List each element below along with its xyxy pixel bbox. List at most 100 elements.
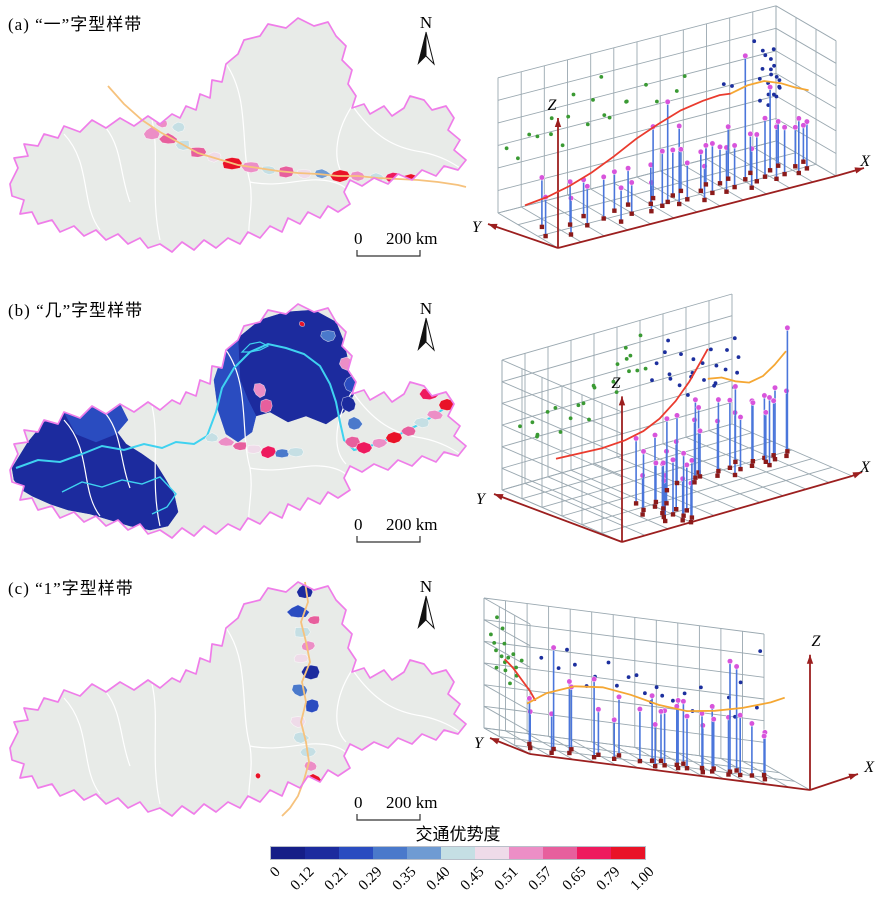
stems <box>633 324 791 525</box>
transect-line <box>281 581 311 817</box>
legend-tick-label: 0.12 <box>287 864 318 894</box>
county-patch <box>287 447 305 458</box>
county-patch <box>371 438 388 449</box>
fit-curve-orange <box>526 685 785 713</box>
legend-tick-label: 0.40 <box>423 864 454 894</box>
north-label: N <box>420 577 432 596</box>
map-b-content <box>9 303 467 539</box>
legend-tick-label: 0.35 <box>389 864 420 894</box>
scatter-navy-points <box>650 336 741 397</box>
fit-curve-red <box>524 92 731 207</box>
scatter-navy-points <box>721 39 782 107</box>
county-patch <box>347 416 363 431</box>
scatter-green-points <box>518 333 648 439</box>
fit-curve-red <box>504 658 537 702</box>
county-patch <box>158 132 178 145</box>
county-patch <box>171 121 186 133</box>
scalebar-bracket <box>356 814 421 821</box>
county-patch <box>260 445 277 459</box>
county-patch <box>307 615 320 625</box>
scalebar-distance: 200 km <box>386 793 437 812</box>
map-panel-a: N 0 200 km <box>9 13 467 257</box>
z-axis-label: Z <box>812 633 822 650</box>
axes-3d <box>493 396 863 543</box>
y-axis-label: Y <box>472 219 483 236</box>
axes-3d <box>489 654 859 791</box>
county-patch <box>339 356 357 371</box>
scalebar-bracket <box>356 250 421 257</box>
legend-color-segment <box>373 847 407 859</box>
county-patch <box>320 330 336 343</box>
z-axis-label: Z <box>548 97 558 114</box>
county-patch <box>308 794 323 807</box>
colored-region <box>213 337 257 443</box>
legend-colorbar <box>270 846 646 860</box>
county-patch <box>400 425 417 437</box>
county-patch <box>232 441 247 451</box>
grid-3d <box>483 597 811 791</box>
county-patch <box>426 409 444 421</box>
legend-tick-label: 1.00 <box>627 864 658 894</box>
legend-color-segment <box>611 847 645 859</box>
county-patch <box>413 417 430 429</box>
panel-b-label: (b) “几”字型样带 <box>8 301 144 320</box>
plot3d-b-content <box>493 293 863 543</box>
legend-tick-label: 0.65 <box>559 864 590 894</box>
county-patch <box>340 395 357 413</box>
river-branch <box>61 476 177 515</box>
legend-color-segment <box>577 847 611 859</box>
county-patch <box>217 436 235 447</box>
x-axis-label: X <box>863 759 875 776</box>
county-patch <box>253 383 267 398</box>
scalebar-distance: 200 km <box>386 229 437 248</box>
map-c-content <box>9 581 467 817</box>
county-patch <box>385 431 403 444</box>
fit-curve-orange <box>707 350 787 384</box>
z-axis-label: Z <box>612 375 622 392</box>
legend-tick-label: 0.21 <box>321 864 352 894</box>
plot3d-panel-b: X Y Z <box>476 293 871 543</box>
plot3d-panel-c: X Y Z <box>474 597 875 791</box>
map-panel-b: N 0 200 km <box>9 299 467 543</box>
y-axis-label: Y <box>474 735 485 752</box>
county-patch <box>305 698 320 714</box>
plot3d-panel-a: X Y Z <box>472 5 871 249</box>
county-patch <box>204 432 219 443</box>
y-axis-label: Y <box>476 491 487 508</box>
scatter-green-points <box>489 615 524 686</box>
north-arrow-icon <box>417 595 435 629</box>
plot3d-c-content <box>483 597 859 791</box>
county-patch <box>254 772 262 780</box>
county-patch <box>293 653 309 664</box>
legend-color-segment <box>475 847 509 859</box>
stems <box>526 644 768 782</box>
legend-color-segment <box>543 847 577 859</box>
county-patch <box>298 321 306 327</box>
county-patch <box>301 640 316 652</box>
scalebar-zero: 0 <box>354 229 363 248</box>
scalebar-zero: 0 <box>354 793 363 812</box>
x-axis-label: X <box>859 459 871 476</box>
x-axis-label: X <box>859 153 871 170</box>
legend-color-segment <box>407 847 441 859</box>
county-patch <box>274 448 290 459</box>
scalebar-distance: 200 km <box>386 515 437 534</box>
legend-tick-label: 0.51 <box>491 864 522 894</box>
plot3d-a-content <box>487 5 865 249</box>
north-label: N <box>420 13 432 32</box>
county-patch <box>247 444 262 454</box>
scalebar-zero: 0 <box>354 515 363 534</box>
legend-color-segment <box>339 847 373 859</box>
county-patch <box>300 664 321 680</box>
county-patch <box>260 398 273 414</box>
legend-color-segment <box>509 847 543 859</box>
panel-c-label: (c) “1”字型样带 <box>8 579 134 598</box>
scatter-navy-points <box>539 647 763 719</box>
scalebar-bracket <box>356 536 421 543</box>
legend-tick-label: 0 <box>266 864 284 881</box>
map-a-content <box>9 17 467 253</box>
county-patch <box>355 441 373 455</box>
north-arrow-icon <box>417 31 435 65</box>
basin-clip-group <box>11 309 465 531</box>
